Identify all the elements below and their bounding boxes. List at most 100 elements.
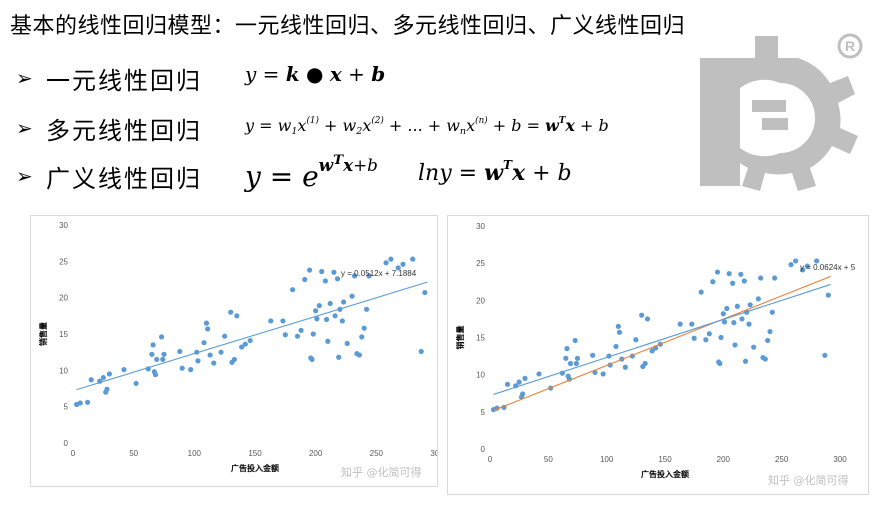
y-tick-label: 30 — [59, 221, 68, 230]
x-tick-label: 100 — [600, 455, 614, 464]
data-point — [319, 268, 325, 275]
data-point — [133, 380, 139, 387]
y-tick-label: 0 — [481, 445, 486, 454]
data-point — [84, 399, 91, 405]
data-point — [572, 337, 578, 344]
data-point — [767, 328, 773, 335]
data-point — [724, 305, 730, 312]
bullet-generalized-linear: ➢ 广义线性回归 — [16, 156, 246, 196]
trendline-equation: y = 0.0512x + 7.1884 — [341, 269, 417, 278]
data-point — [160, 356, 166, 363]
data-point — [536, 371, 542, 377]
data-point — [769, 309, 775, 315]
data-point — [158, 334, 165, 340]
y-axis-title: 销售量 — [38, 322, 48, 346]
x-axis-title: 广告投入金额 — [231, 463, 279, 473]
data-point — [600, 371, 606, 377]
data-point — [332, 313, 338, 319]
data-point — [121, 367, 127, 373]
data-point — [717, 360, 723, 367]
data-point — [201, 340, 207, 346]
bullet-label: 广义线性回归 — [46, 164, 202, 193]
data-point — [720, 311, 726, 317]
data-point — [161, 351, 167, 357]
data-point — [234, 313, 240, 319]
x-tick-label: 150 — [658, 455, 672, 464]
gear-logo-icon: R — [700, 33, 863, 191]
data-point — [422, 289, 428, 296]
bullet-label: 一元线性回归 — [46, 66, 202, 95]
data-point — [741, 278, 747, 284]
x-axis-title: 广告投入金额 — [641, 469, 689, 479]
watermark: 知乎 @化简可得 — [341, 466, 422, 479]
data-point — [77, 400, 83, 406]
data-point — [615, 323, 621, 329]
x-tick-label: 300 — [833, 455, 847, 464]
data-point — [323, 316, 330, 323]
data-point — [644, 316, 651, 322]
data-point — [395, 265, 401, 271]
data-point — [205, 326, 211, 332]
data-point — [642, 360, 648, 367]
data-point — [383, 260, 389, 266]
data-point — [282, 332, 288, 338]
data-point — [268, 318, 274, 324]
data-point — [613, 343, 619, 350]
data-point — [336, 354, 342, 360]
data-point — [622, 364, 628, 370]
data-point — [714, 269, 721, 275]
data-point — [755, 296, 761, 302]
data-point — [294, 333, 301, 339]
data-point — [349, 293, 355, 299]
data-point — [152, 372, 159, 378]
y-tick-label: 15 — [59, 330, 68, 339]
data-point — [800, 267, 806, 273]
x-tick-label: 50 — [544, 455, 553, 464]
data-point — [298, 327, 304, 333]
trendline — [493, 283, 831, 395]
data-point — [310, 331, 316, 337]
data-point — [751, 344, 757, 350]
data-point — [590, 352, 596, 358]
formula-multiple-linear: y = w1x(1) + w2x(2) + ... + wnx(n) + b =… — [245, 116, 609, 137]
watermark: 知乎 @化简可得 — [768, 474, 849, 487]
data-point — [726, 270, 732, 277]
data-point — [573, 360, 579, 367]
data-point — [762, 356, 768, 362]
data-point — [307, 267, 313, 273]
svg-text:R: R — [845, 38, 855, 54]
data-point — [739, 316, 745, 322]
x-tick-label: 0 — [71, 449, 76, 458]
data-point — [734, 303, 740, 309]
x-tick-label: 250 — [370, 449, 384, 458]
data-point — [150, 342, 156, 348]
data-point — [359, 334, 365, 340]
data-point — [522, 375, 528, 381]
arrow-right-icon: ➢ — [16, 66, 33, 90]
y-tick-label: 5 — [481, 408, 486, 417]
data-point — [574, 355, 581, 361]
scatter-chart-2: 0 5 10 15 20 25 30 0 50 100 150 200 250 300 广告投入金额 销售量 y… — [447, 215, 869, 495]
data-point — [239, 344, 245, 350]
data-point — [207, 352, 213, 358]
data-point — [339, 318, 345, 324]
data-point — [222, 333, 228, 339]
data-point — [344, 340, 350, 347]
data-point — [718, 334, 724, 341]
data-point — [313, 308, 319, 314]
data-point — [325, 338, 331, 344]
data-point — [231, 356, 237, 363]
data-point — [316, 303, 322, 309]
x-tick-label: 200 — [309, 449, 323, 458]
y-tick-label: 30 — [476, 222, 485, 231]
data-point — [211, 360, 217, 366]
data-point — [758, 275, 764, 281]
data-point — [149, 351, 155, 357]
data-point — [400, 261, 406, 267]
data-point — [388, 256, 394, 262]
y-tick-label: 20 — [476, 296, 485, 305]
y-tick-label: 15 — [476, 334, 485, 343]
y-tick-label: 5 — [64, 403, 69, 412]
data-point — [177, 348, 183, 355]
y-tick-label: 25 — [476, 259, 485, 268]
